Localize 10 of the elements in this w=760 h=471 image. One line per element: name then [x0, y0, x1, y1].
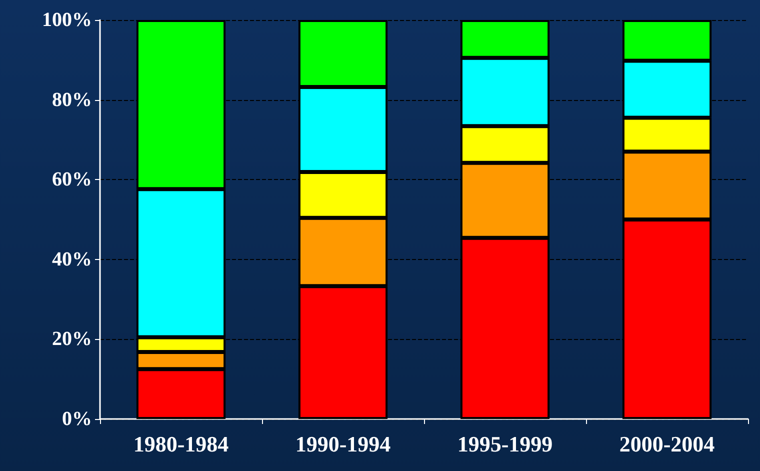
y-tick-label: 80% — [52, 88, 92, 111]
x-tick-label: 1995-1999 — [457, 432, 553, 456]
x-tick-label: 1980-1984 — [133, 432, 229, 456]
y-tick-label: 0% — [62, 408, 92, 430]
x-tick-label: 2000-2004 — [619, 432, 715, 456]
y-tick-label: 100% — [42, 9, 92, 31]
y-tick-label: 20% — [52, 328, 92, 350]
y-tick-label: 60% — [52, 168, 92, 191]
x-tick-label: 1990-1994 — [295, 432, 391, 456]
y-tick-label: 40% — [52, 248, 92, 270]
